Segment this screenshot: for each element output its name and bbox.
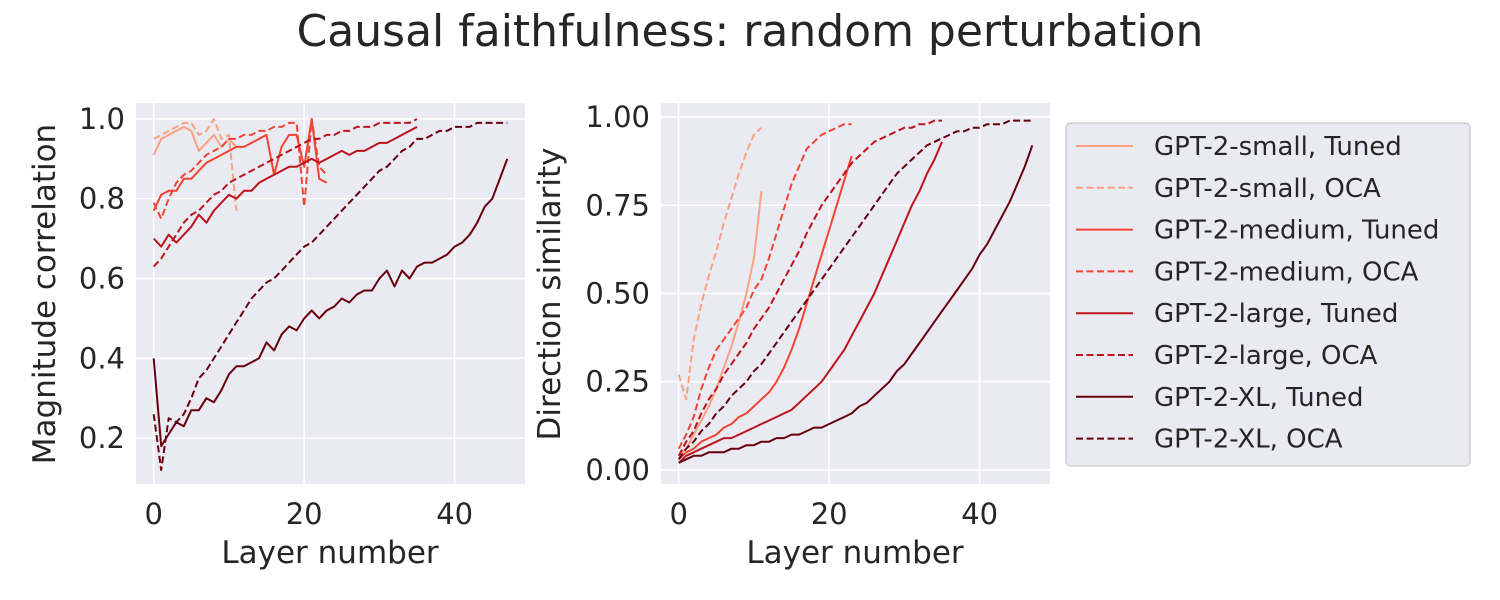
right-plot-x-tick-label: 20 bbox=[811, 497, 848, 531]
legend-entry-label: GPT-2-small, Tuned bbox=[1154, 132, 1402, 162]
right-plot-line-gpt-2-xl-oca bbox=[677, 119, 1033, 460]
right-plot-grid bbox=[661, 103, 1050, 484]
right-plot-y-tick-label: 0.75 bbox=[585, 188, 650, 222]
figure-title: Causal faithfulness: random perturbation bbox=[297, 6, 1204, 57]
right-plot-y-tick-label: 0.50 bbox=[585, 277, 650, 311]
left-plot-y-axis-label: Magnitude correlation bbox=[27, 124, 63, 464]
right-plot-line-gpt-2-xl-tuned bbox=[678, 144, 1034, 464]
left-plot-y-tick-label: 0.6 bbox=[79, 262, 125, 296]
right-plot-y-ticks: 0.00 0.25 0.50 0.75 1.00 bbox=[585, 100, 650, 487]
right-plot-line-gpt-2-large-oca bbox=[677, 119, 942, 457]
left-plot-line-gpt-2-medium-oca bbox=[152, 118, 328, 220]
right-plot-y-axis-label: Direction similarity bbox=[532, 148, 568, 441]
left-plot-y-tick-label: 0.4 bbox=[79, 341, 125, 375]
right-plot-y-tick-label: 0.00 bbox=[585, 453, 650, 487]
right-plot-series bbox=[677, 119, 1034, 464]
right-plot-x-tick-label: 40 bbox=[961, 497, 998, 531]
left-plot-series bbox=[152, 118, 509, 471]
left-plot-y-tick-label: 0.2 bbox=[79, 421, 125, 455]
legend-entry-label: GPT-2-XL, Tuned bbox=[1154, 383, 1364, 413]
left-plot-background bbox=[136, 103, 525, 484]
right-plot-line-gpt-2-medium-oca bbox=[677, 123, 852, 450]
right-plot-x-axis-label: Layer number bbox=[746, 535, 964, 571]
right-plot-x-tick-label: 0 bbox=[669, 497, 687, 531]
right-plot: 0 20 40 0.000.250.500.751.00 Layer number … bbox=[532, 100, 1050, 571]
right-plot-line-gpt-2-small-oca bbox=[677, 126, 763, 401]
left-plot-line-gpt-2-xl-tuned bbox=[152, 158, 509, 448]
left-plot-y-ticks: 0.2 0.4 0.6 0.8 1.0 bbox=[79, 102, 125, 455]
left-plot-x-tick-label: 0 bbox=[144, 497, 162, 531]
left-plot-y-tick-label: 1.0 bbox=[79, 102, 125, 136]
legend-entry-label: GPT-2-medium, OCA bbox=[1154, 257, 1419, 287]
left-plot-line-gpt-2-large-tuned bbox=[152, 126, 418, 248]
left-plot-x-ticks: 0 20 40 bbox=[144, 497, 473, 531]
left-plot-line-gpt-2-small-oca bbox=[153, 118, 238, 211]
legend-entry-label: GPT-2-large, Tuned bbox=[1154, 299, 1398, 329]
legend-entry-label: GPT-2-medium, Tuned bbox=[1154, 216, 1439, 246]
left-plot-x-tick-label: 20 bbox=[286, 497, 323, 531]
legend-entry-label: GPT-2-small, OCA bbox=[1154, 174, 1381, 204]
left-plot-line-gpt-2-xl-oca bbox=[152, 121, 508, 471]
right-plot-x-ticks: 0 20 40 bbox=[669, 497, 998, 531]
right-plot-y-tick-label: 1.00 bbox=[585, 100, 650, 134]
legend-box bbox=[1065, 122, 1471, 467]
right-plot-line-gpt-2-medium-tuned bbox=[678, 155, 853, 461]
left-plot-x-tick-label: 40 bbox=[436, 497, 473, 531]
right-plot-line-gpt-2-large-tuned bbox=[678, 141, 943, 464]
left-plot: 0 20 40 0.2 0.4 0.6 0.8 1.0 Layer number Magni… bbox=[27, 102, 525, 571]
left-plot-x-axis-label: Layer number bbox=[221, 535, 439, 571]
right-plot-line-gpt-2-small-tuned bbox=[678, 191, 763, 457]
legend-entry-label: GPT-2-XL, OCA bbox=[1154, 425, 1343, 455]
legend: GPT-2-small, Tuned GPT-2-small, OCA GPT-2-… bbox=[1065, 122, 1471, 467]
legend-entry-label: GPT-2-large, OCA bbox=[1154, 341, 1378, 371]
right-plot-y-tick-label: 0.25 bbox=[585, 365, 650, 399]
left-plot-y-tick-label: 0.8 bbox=[79, 182, 125, 216]
